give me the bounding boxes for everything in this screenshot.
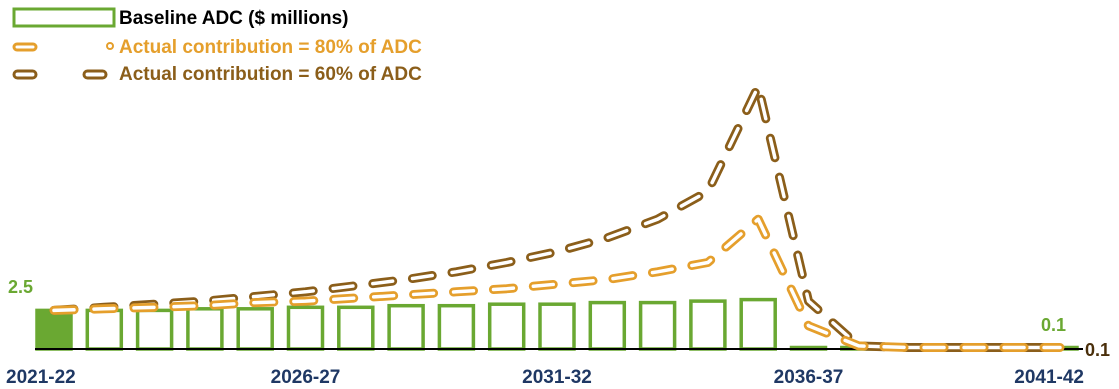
data-label-0: 2.5 bbox=[8, 277, 33, 297]
x-tick-2026-27: 2026-27 bbox=[271, 367, 341, 388]
bar-2025-26 bbox=[236, 307, 274, 351]
legend-label-60pct: Actual contribution = 60% of ADC bbox=[119, 64, 422, 85]
data-label-2: 0.1 bbox=[1085, 340, 1110, 360]
legend-swatch-baseline bbox=[12, 7, 116, 28]
bar-2032-33 bbox=[588, 300, 627, 351]
bar-2028-29 bbox=[387, 303, 425, 351]
x-tick-2021-22: 2021-22 bbox=[6, 367, 76, 388]
bar-2031-32 bbox=[538, 302, 576, 351]
bar-2029-30 bbox=[437, 303, 476, 351]
legend-swatch-80pct-dot bbox=[106, 42, 114, 50]
data-labels: 2.5 0.1 0.1 bbox=[8, 277, 1110, 360]
bar-2030-31 bbox=[487, 302, 526, 351]
bar-2022-23 bbox=[85, 308, 124, 351]
legend-label-80pct: Actual contribution = 80% of ADC bbox=[119, 37, 422, 58]
bar-2035-36 bbox=[739, 297, 777, 351]
line-series bbox=[49, 81, 1065, 352]
bar-2023-24 bbox=[135, 308, 174, 351]
x-tick-2036-37: 2036-37 bbox=[774, 367, 844, 388]
x-tick-2031-32: 2031-32 bbox=[522, 367, 592, 388]
x-tick-labels: 2021-22 2026-27 2031-32 2036-37 2041-42 bbox=[6, 367, 1084, 388]
bar-2033-34 bbox=[638, 300, 677, 351]
data-label-1: 0.1 bbox=[1041, 315, 1066, 335]
bar-2021-22 bbox=[35, 308, 73, 351]
line-80pct bbox=[49, 214, 1065, 352]
legend-swatch-80pct bbox=[12, 42, 38, 52]
line-inner-80pct bbox=[52, 217, 1062, 350]
legend-label-baseline: Baseline ADC ($ millions) bbox=[119, 8, 348, 29]
bar-2027-28 bbox=[337, 305, 375, 351]
bar-2026-27 bbox=[286, 305, 325, 351]
legend-swatch-60pct-b bbox=[82, 69, 108, 80]
bar-2034-35 bbox=[689, 299, 727, 351]
x-tick-2041-42: 2041-42 bbox=[1014, 367, 1084, 388]
legend: Baseline ADC ($ millions) Actual contrib… bbox=[12, 7, 422, 85]
bar-2024-25 bbox=[186, 307, 224, 351]
legend-swatch-60pct-a bbox=[12, 69, 38, 80]
line-inner-60pct bbox=[52, 84, 1062, 350]
